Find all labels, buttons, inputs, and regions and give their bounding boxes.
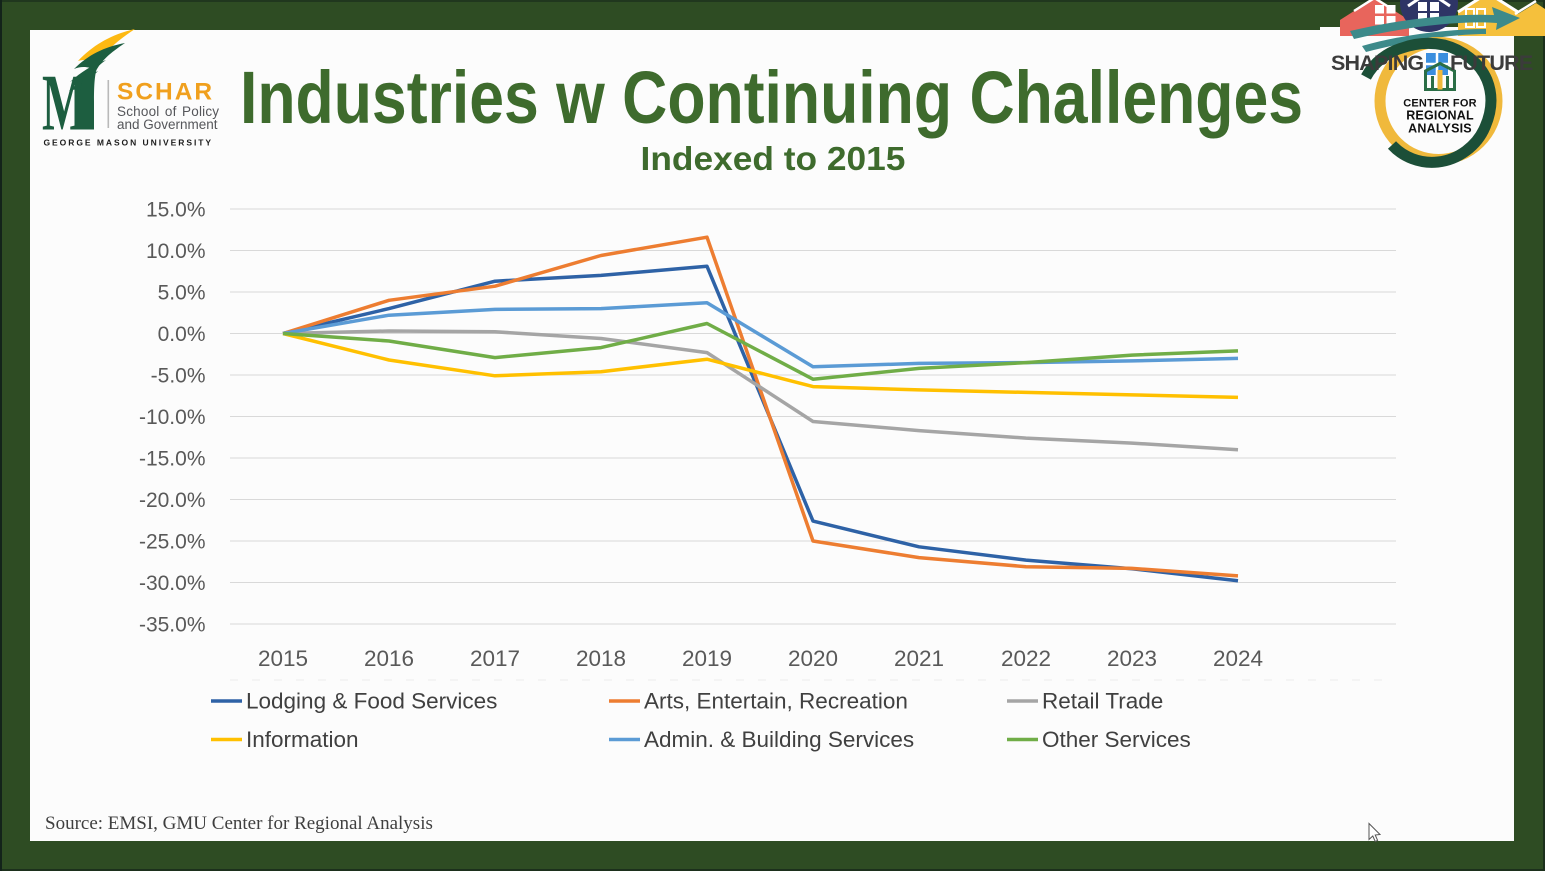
svg-text:-30.0%: -30.0%	[139, 572, 206, 595]
svg-text:Other Services: Other Services	[1042, 727, 1191, 752]
svg-text:REGIONAL: REGIONAL	[1406, 109, 1474, 123]
svg-text:ANALYSIS: ANALYSIS	[1408, 122, 1472, 136]
svg-text:-25.0%: -25.0%	[139, 531, 206, 554]
svg-text:-5.0%: -5.0%	[151, 365, 206, 388]
svg-text:2020: 2020	[788, 646, 838, 671]
svg-text:15.0%: 15.0%	[146, 199, 206, 222]
svg-text:2018: 2018	[576, 646, 626, 671]
svg-text:CENTER FOR: CENTER FOR	[1403, 98, 1477, 110]
svg-text:2023: 2023	[1107, 646, 1157, 671]
svg-text:Lodging & Food Services: Lodging & Food Services	[246, 689, 497, 714]
svg-text:2022: 2022	[1001, 646, 1051, 671]
svg-text:Information: Information	[246, 727, 359, 752]
svg-text:2021: 2021	[894, 646, 944, 671]
svg-text:2015: 2015	[258, 646, 308, 671]
svg-text:GEORGE MASON UNIVERSITY: GEORGE MASON UNIVERSITY	[44, 138, 214, 148]
svg-text:SCHAR: SCHAR	[117, 79, 214, 106]
svg-text:Arts, Entertain, Recreation: Arts, Entertain, Recreation	[644, 689, 908, 714]
svg-text:-20.0%: -20.0%	[139, 489, 206, 512]
svg-text:2017: 2017	[470, 646, 520, 671]
svg-text:Retail Trade: Retail Trade	[1042, 689, 1163, 714]
svg-text:5.0%: 5.0%	[158, 282, 206, 305]
svg-text:-10.0%: -10.0%	[139, 406, 206, 429]
svg-text:-15.0%: -15.0%	[139, 448, 206, 471]
svg-text:0.0%: 0.0%	[158, 323, 206, 346]
svg-text:School of Policy: School of Policy	[117, 104, 219, 119]
svg-text:and Government: and Government	[117, 117, 218, 132]
svg-text:2016: 2016	[364, 646, 414, 671]
svg-text:10.0%: 10.0%	[146, 240, 206, 263]
svg-text:-35.0%: -35.0%	[139, 614, 206, 637]
svg-text:2019: 2019	[682, 646, 732, 671]
svg-text:2024: 2024	[1213, 646, 1263, 671]
svg-text:SHAPING: SHAPING	[1331, 51, 1423, 75]
svg-text:Source: EMSI, GMU Center for R: Source: EMSI, GMU Center for Regional An…	[45, 813, 433, 834]
svg-text:Admin. & Building Services: Admin. & Building Services	[644, 727, 914, 752]
svg-text:FUTURE: FUTURE	[1450, 51, 1533, 75]
